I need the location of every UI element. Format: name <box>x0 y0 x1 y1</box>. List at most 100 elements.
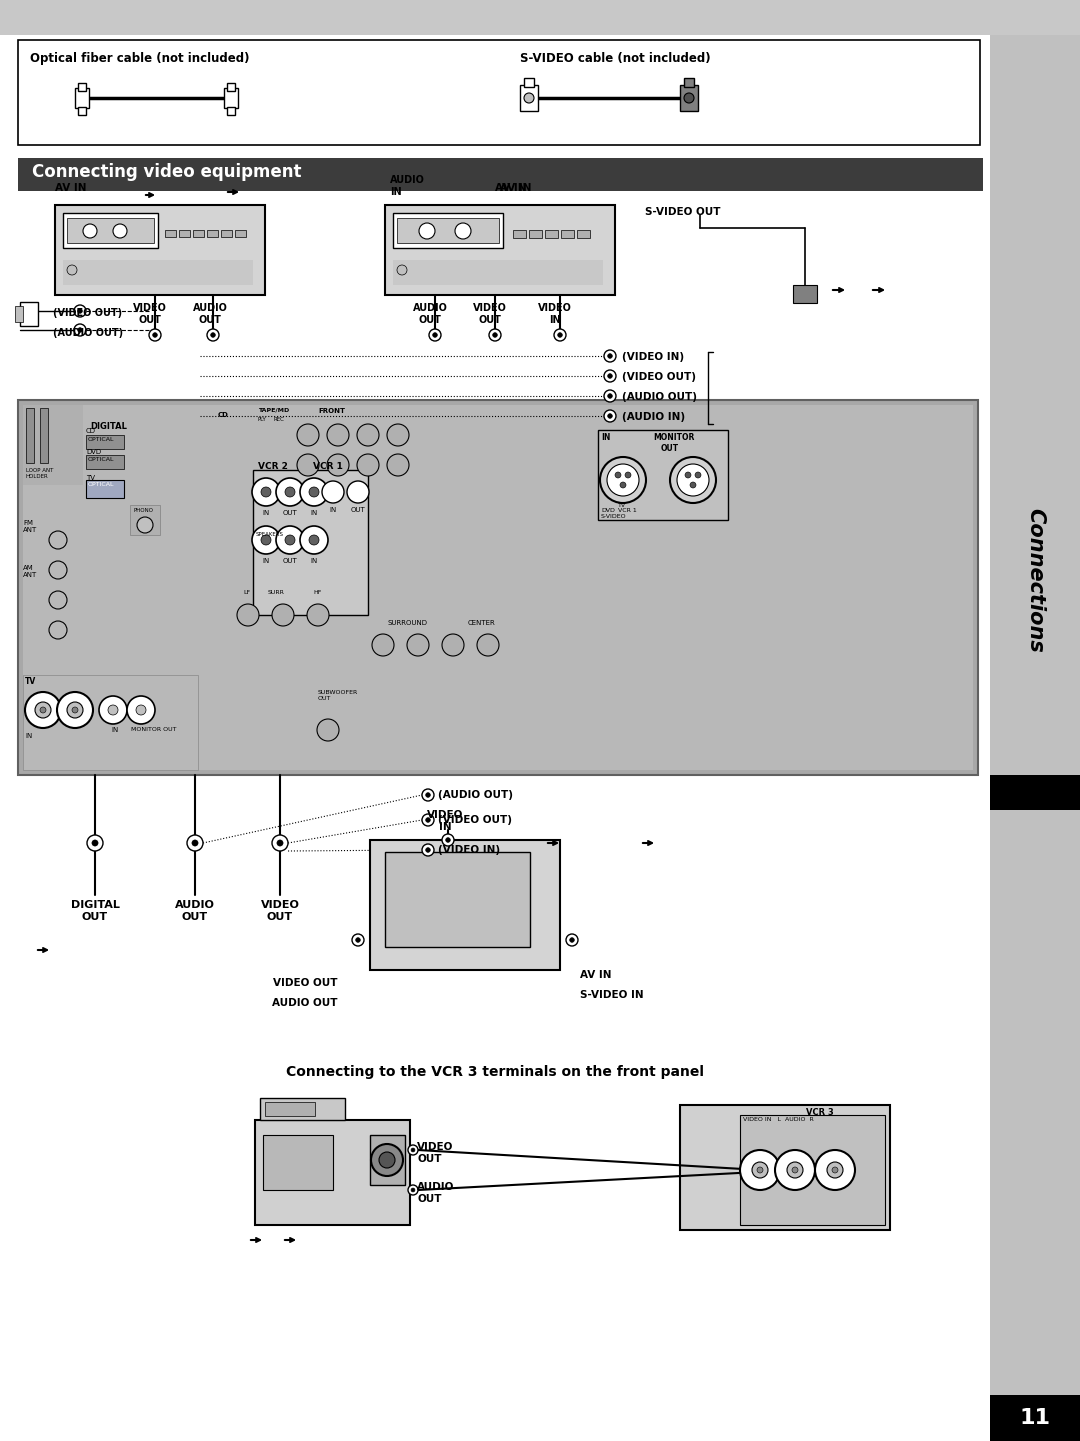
Text: SURR: SURR <box>268 589 285 595</box>
Bar <box>990 1395 1080 1441</box>
Text: (VIDEO OUT): (VIDEO OUT) <box>438 816 512 826</box>
Circle shape <box>83 223 97 238</box>
Circle shape <box>372 634 394 656</box>
Circle shape <box>372 1144 403 1176</box>
Text: VIDEO
OUT: VIDEO OUT <box>260 901 299 922</box>
Text: 11: 11 <box>1020 1408 1051 1428</box>
Circle shape <box>429 329 441 342</box>
Bar <box>227 84 235 91</box>
Bar <box>384 852 530 947</box>
Circle shape <box>272 834 288 852</box>
Circle shape <box>352 934 364 945</box>
Circle shape <box>753 1163 767 1177</box>
Circle shape <box>309 535 319 545</box>
Circle shape <box>426 793 430 797</box>
Text: LF: LF <box>243 589 251 595</box>
Bar <box>684 78 694 86</box>
Text: AV IN: AV IN <box>500 183 531 193</box>
Bar <box>235 231 246 236</box>
Text: CD: CD <box>218 412 229 418</box>
Text: VCR 1: VCR 1 <box>618 509 637 513</box>
Text: IN: IN <box>310 558 318 563</box>
Circle shape <box>477 634 499 656</box>
Bar <box>393 213 503 248</box>
Text: LOOP ANT
HOLDER: LOOP ANT HOLDER <box>26 468 53 478</box>
Text: VIDEO
IN: VIDEO IN <box>538 303 572 324</box>
Bar <box>40 408 48 463</box>
Bar <box>63 213 158 248</box>
Circle shape <box>300 478 328 506</box>
Circle shape <box>757 1167 762 1173</box>
Circle shape <box>757 1167 762 1173</box>
Bar <box>86 435 124 450</box>
Text: AUDIO OUT: AUDIO OUT <box>272 999 338 1009</box>
Text: OPTICAL: OPTICAL <box>87 481 114 487</box>
Circle shape <box>252 526 280 553</box>
Text: HF: HF <box>313 589 322 595</box>
Circle shape <box>25 692 60 728</box>
Circle shape <box>442 634 464 656</box>
Bar <box>545 231 558 238</box>
Text: IN: IN <box>25 733 32 739</box>
Bar <box>253 470 368 615</box>
Bar <box>384 205 615 295</box>
Bar <box>0 0 1080 35</box>
Text: AUDIO
OUT: AUDIO OUT <box>192 303 228 324</box>
Bar <box>63 259 253 285</box>
Text: IN: IN <box>262 510 270 516</box>
Bar <box>207 231 218 236</box>
Circle shape <box>387 424 409 447</box>
Bar <box>793 285 816 303</box>
Text: S-VIDEO: S-VIDEO <box>600 514 626 519</box>
Circle shape <box>113 223 127 238</box>
Circle shape <box>677 464 708 496</box>
Circle shape <box>524 94 534 102</box>
Circle shape <box>357 424 379 447</box>
Text: AM
ANT: AM ANT <box>23 565 37 578</box>
Bar <box>680 85 698 111</box>
Circle shape <box>49 530 67 549</box>
Text: DIGITAL: DIGITAL <box>90 422 126 431</box>
Circle shape <box>792 1167 798 1173</box>
Circle shape <box>426 847 430 852</box>
Circle shape <box>307 604 329 625</box>
Circle shape <box>276 478 303 506</box>
Circle shape <box>67 702 83 718</box>
Circle shape <box>422 814 434 826</box>
Text: DIGITAL
OUT: DIGITAL OUT <box>70 901 120 922</box>
Text: OUT: OUT <box>351 507 365 513</box>
Text: TV: TV <box>618 503 626 509</box>
Bar <box>23 405 973 769</box>
Bar <box>86 480 124 499</box>
Text: VIDEO
IN: VIDEO IN <box>427 810 463 831</box>
Bar <box>179 231 190 236</box>
Bar <box>529 231 542 238</box>
Circle shape <box>108 705 118 715</box>
Text: TAPE/MD: TAPE/MD <box>258 408 289 414</box>
Text: S-VIDEO cable (not included): S-VIDEO cable (not included) <box>519 52 711 65</box>
Circle shape <box>426 817 430 823</box>
Circle shape <box>455 223 471 239</box>
Bar <box>78 84 86 91</box>
Bar <box>397 218 499 244</box>
Text: CENTER: CENTER <box>468 620 496 625</box>
Text: MONITOR: MONITOR <box>653 432 694 442</box>
Circle shape <box>492 333 497 337</box>
Circle shape <box>608 373 612 379</box>
Text: VCR 1: VCR 1 <box>313 463 342 471</box>
Bar <box>227 107 235 115</box>
Text: OPTICAL: OPTICAL <box>87 457 114 463</box>
Text: SPEAKERS: SPEAKERS <box>256 532 284 537</box>
Bar <box>165 231 176 236</box>
Circle shape <box>136 705 146 715</box>
Bar <box>265 1102 315 1115</box>
Bar <box>224 88 238 108</box>
Circle shape <box>49 621 67 638</box>
Bar <box>524 78 534 86</box>
Circle shape <box>318 719 339 741</box>
Circle shape <box>827 1161 843 1177</box>
Text: AUDIO
OUT: AUDIO OUT <box>413 303 447 324</box>
Bar <box>193 231 204 236</box>
Text: VCR 2: VCR 2 <box>258 463 288 471</box>
Circle shape <box>40 708 46 713</box>
